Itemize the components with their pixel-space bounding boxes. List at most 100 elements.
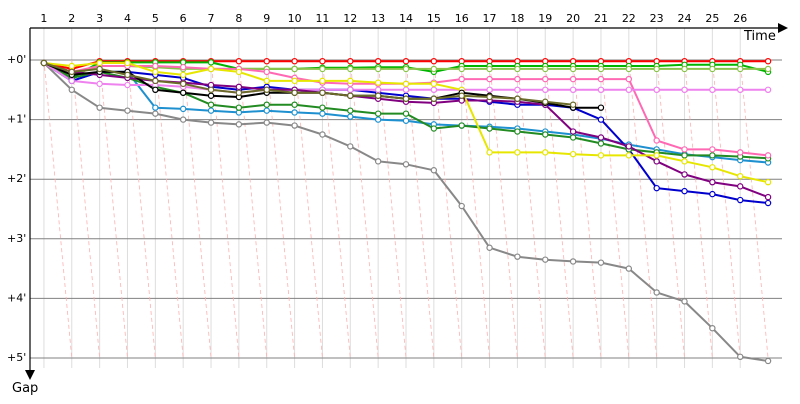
x-tick-label: 26 <box>733 12 747 25</box>
lap-diagonal-3 <box>99 59 128 359</box>
data-point <box>263 107 270 114</box>
data-point <box>625 265 633 272</box>
x-tick-label: 23 <box>650 12 664 25</box>
data-point <box>681 158 688 165</box>
data-point <box>486 125 493 132</box>
data-point <box>319 65 326 73</box>
data-point <box>374 110 382 117</box>
lap-diagonal-1 <box>43 59 73 359</box>
x-tick-label: 2 <box>68 12 75 25</box>
y-tick-label: +1' <box>7 113 26 126</box>
data-point <box>430 57 438 65</box>
lap-diagonal-9 <box>266 59 295 359</box>
data-point <box>124 107 131 114</box>
lap-diagonal-17 <box>489 59 518 359</box>
data-point <box>430 125 438 132</box>
lap-diagonal-8 <box>238 59 268 359</box>
data-point <box>514 149 521 156</box>
x-tick-label: 13 <box>371 12 385 25</box>
lap-diagonal-4 <box>127 59 156 359</box>
y-axis-arrow <box>25 370 35 380</box>
data-point <box>542 131 549 138</box>
data-point <box>291 65 298 73</box>
data-point <box>68 68 75 76</box>
lap-diagonal-26 <box>739 59 769 359</box>
data-point <box>207 107 215 114</box>
data-point <box>764 357 772 365</box>
data-point <box>569 86 577 94</box>
lap-diagonal-7 <box>210 59 240 359</box>
data-point <box>263 86 270 94</box>
data-point <box>179 63 187 71</box>
axes: Time Gap <box>12 23 788 396</box>
data-point <box>681 298 688 305</box>
data-point <box>681 187 688 195</box>
data-point <box>152 68 159 76</box>
data-point <box>737 149 744 156</box>
data-point <box>207 119 215 126</box>
data-point <box>124 71 131 79</box>
x-tick-label: 11 <box>315 12 329 25</box>
data-point <box>625 143 633 150</box>
data-point <box>625 75 633 83</box>
data-point <box>347 92 354 99</box>
data-point <box>152 110 159 117</box>
x-tick-label: 22 <box>622 12 636 25</box>
data-point <box>319 110 326 117</box>
data-point <box>152 104 159 111</box>
x-tick-label: 20 <box>566 12 580 25</box>
data-point <box>625 65 633 73</box>
lap-diagonal-24 <box>684 59 713 359</box>
data-point <box>207 59 215 66</box>
lap-diagonal-25 <box>711 59 741 359</box>
data-point <box>179 105 187 113</box>
data-point <box>207 92 215 99</box>
series-markers <box>40 57 772 365</box>
data-point <box>96 104 103 111</box>
data-point <box>653 152 660 159</box>
data-point <box>597 75 605 83</box>
x-tick-label: 17 <box>483 12 497 25</box>
data-point <box>514 65 521 73</box>
data-point <box>514 253 521 260</box>
x-tick-label: 10 <box>288 12 302 25</box>
x-tick-label: 16 <box>455 12 469 25</box>
y-tick-label: +4' <box>7 291 26 304</box>
x-tick-label: 12 <box>343 12 357 25</box>
data-point <box>486 75 493 83</box>
data-point <box>542 86 549 94</box>
x-tick-label: 6 <box>180 12 187 25</box>
data-point <box>653 289 660 296</box>
data-point <box>291 89 298 96</box>
lap-diagonal-16 <box>461 59 490 359</box>
data-point <box>179 89 187 96</box>
x-tick-label: 9 <box>263 12 270 25</box>
data-point <box>430 86 438 94</box>
data-point <box>374 79 382 86</box>
data-point <box>597 140 605 147</box>
data-point <box>764 193 772 201</box>
data-point <box>569 128 577 135</box>
data-point <box>709 86 716 94</box>
data-point <box>374 65 382 73</box>
data-point <box>653 86 660 94</box>
lap-diagonal-2 <box>71 59 101 359</box>
data-point <box>430 65 438 73</box>
data-point <box>681 146 688 153</box>
lap-diagonal-18 <box>517 59 546 359</box>
data-point <box>263 57 270 65</box>
data-point <box>625 86 633 94</box>
lap-diagonal-11 <box>322 59 351 359</box>
data-point <box>152 77 159 85</box>
data-point <box>709 65 716 73</box>
data-point <box>235 68 243 76</box>
data-point <box>737 65 744 73</box>
data-point <box>96 65 103 73</box>
y-tick-label: +5' <box>7 351 26 364</box>
data-point <box>625 152 633 159</box>
data-point <box>235 104 243 111</box>
data-point <box>179 116 187 123</box>
data-point <box>291 101 298 108</box>
data-point <box>96 59 103 67</box>
